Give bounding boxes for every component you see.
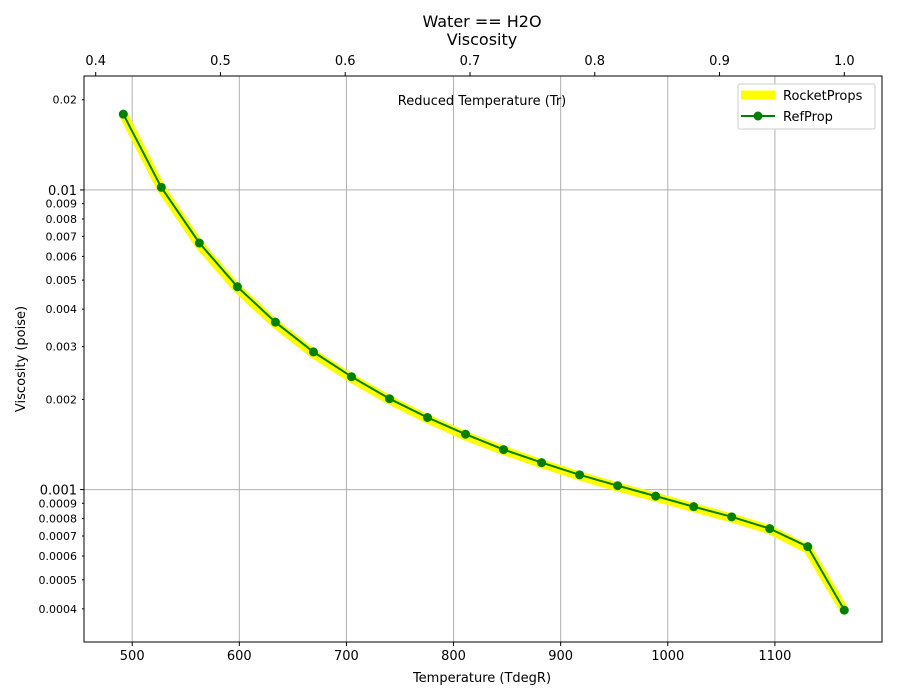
legend: RocketProps RefProp <box>737 83 876 130</box>
data-point-refprop <box>232 282 242 292</box>
data-point-refprop <box>194 238 204 248</box>
y-minor-tick-label: 0.0005 <box>39 574 78 587</box>
x2-tick-label: 0.7 <box>460 54 481 69</box>
x2-tick-label: 0.6 <box>335 54 356 69</box>
legend-label-refprop: RefProp <box>783 110 833 125</box>
data-point-refprop <box>613 481 623 491</box>
x2-tick-label: 0.4 <box>85 54 106 69</box>
x2-tick-label: 1.0 <box>834 54 855 69</box>
y-minor-tick-label: 0.0008 <box>39 513 78 526</box>
data-point-refprop <box>384 394 394 404</box>
y-minor-tick-label: 0.004 <box>46 303 78 316</box>
data-point-refprop <box>346 372 356 382</box>
y-minor-tick-label: 0.0004 <box>39 603 78 616</box>
grid <box>84 76 882 642</box>
x-tick-label: 700 <box>334 649 359 664</box>
y-minor-tick-label: 0.003 <box>46 341 78 354</box>
x-tick-label: 900 <box>548 649 573 664</box>
y-major-tick-label: 0.001 <box>40 484 77 499</box>
y-minor-tick-label: 0.0009 <box>39 497 78 510</box>
data-point-refprop <box>537 458 547 468</box>
y-major-tick-label: 0.01 <box>48 184 77 199</box>
chart-title: Water == H2O <box>422 12 541 31</box>
x-tick-label: 1100 <box>758 649 791 664</box>
y-minor-tick-label: 0.005 <box>46 274 78 287</box>
y-axis-label: Viscosity (poise) <box>14 306 29 412</box>
x-tick-label: 600 <box>227 649 252 664</box>
series-layer <box>118 109 849 615</box>
y-minor-tick-label: 0.0007 <box>39 530 78 543</box>
series-line-rocketprops <box>119 112 849 613</box>
y-minor-tick-label: 0.02 <box>53 94 78 107</box>
x-axis-label: Temperature (TdegR) <box>412 671 551 686</box>
y-minor-tick-label: 0.006 <box>46 250 78 263</box>
data-point-refprop <box>423 413 433 423</box>
data-point-refprop <box>461 429 471 439</box>
data-point-refprop <box>765 524 775 534</box>
x-tick-label: 1000 <box>651 649 684 664</box>
x-tick-label: 500 <box>120 649 145 664</box>
data-point-refprop <box>651 491 661 501</box>
x2-tick-label: 0.5 <box>210 54 231 69</box>
ticks: 500 600 700 800 900 1000 1100 0.4 0.5 0.6 0.7 0.8 0.… <box>39 54 855 664</box>
data-point-refprop <box>270 317 280 327</box>
data-point-refprop <box>575 470 585 480</box>
series-line-refprop <box>122 113 846 611</box>
data-point-refprop <box>308 347 318 357</box>
y-minor-tick-label: 0.0006 <box>39 550 78 563</box>
legend-label-rocketprops: RocketProps <box>783 89 863 104</box>
y-minor-tick-label: 0.009 <box>46 198 78 211</box>
legend-marker-refprop <box>753 111 763 121</box>
y-minor-tick-label: 0.002 <box>46 393 78 406</box>
data-point-refprop <box>118 109 128 119</box>
data-point-refprop <box>156 182 166 192</box>
x-tick-label: 800 <box>441 649 466 664</box>
y-minor-tick-label: 0.008 <box>46 213 78 226</box>
chart-subtitle: Viscosity <box>447 30 517 49</box>
data-point-refprop <box>839 605 849 615</box>
data-point-refprop <box>803 542 813 552</box>
x2-axis-annotation: Reduced Temperature (Tr) <box>398 94 566 109</box>
x2-tick-label: 0.8 <box>584 54 605 69</box>
x2-tick-label: 0.9 <box>709 54 730 69</box>
plot-frame <box>83 75 883 643</box>
data-point-refprop <box>689 502 699 512</box>
data-point-refprop <box>727 512 737 522</box>
y-minor-tick-label: 0.007 <box>46 230 78 243</box>
data-point-refprop <box>499 445 509 455</box>
